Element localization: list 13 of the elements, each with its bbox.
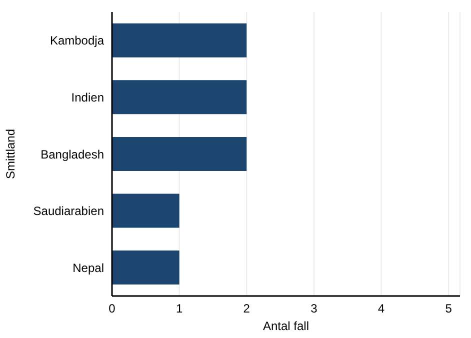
x-tick-label: 3 xyxy=(310,302,318,316)
x-tick-label: 1 xyxy=(176,302,183,316)
y-tick-label: Saudiarabien xyxy=(33,204,104,218)
x-axis-title: Antal fall xyxy=(262,319,310,333)
x-tick-label: 4 xyxy=(378,302,385,316)
y-axis-title: Smittland xyxy=(3,128,18,180)
x-tick-label: 0 xyxy=(108,302,116,316)
y-tick-label: Bangladesh xyxy=(40,147,104,162)
y-tick-label: Nepal xyxy=(72,260,104,275)
x-tick-label: 5 xyxy=(445,302,452,316)
y-tick-label: Indien xyxy=(71,90,104,104)
y-tick-label: Kambodja xyxy=(50,34,104,48)
x-tick-label: 2 xyxy=(243,302,250,316)
